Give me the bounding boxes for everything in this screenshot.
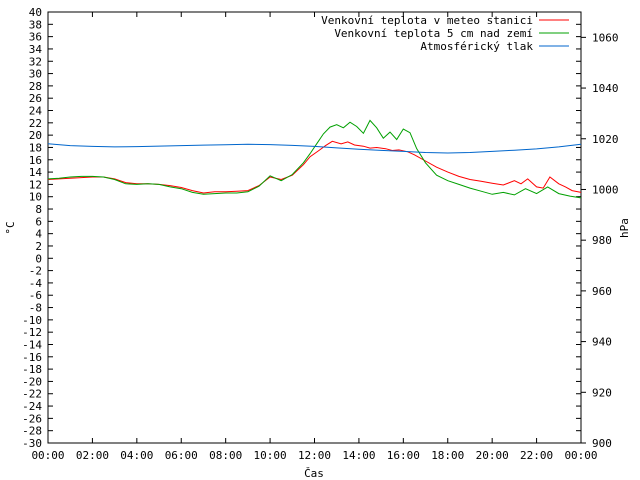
y-tick-label: -14 [22,338,42,351]
y-tick-label: -24 [22,400,42,413]
plot-frame [47,11,582,444]
y-tick-label: 34 [29,43,43,56]
y-tick-label: 36 [29,31,42,44]
y-tick-label: 0 [35,252,42,265]
legend-label-1: Venkovní teplota v meteo stanici [321,14,533,27]
y2-tick-label: 1040 [592,82,619,95]
y-tick-label: -10 [22,314,42,327]
y-tick-label: -30 [22,437,42,450]
y-tick-label: 18 [29,141,42,154]
y2-tick-label: 920 [592,386,612,399]
y-tick-label: 30 [29,68,42,81]
y-tick-label: -4 [29,277,43,290]
y-tick-label: 40 [29,6,42,19]
y-tick-label: -6 [29,289,42,302]
y-tick-label: 2 [35,240,42,253]
x-tick-label: 18:00 [431,449,464,462]
x-tick-label: 00:00 [31,449,64,462]
y-tick-label: 24 [29,105,43,118]
y-tick-label: 20 [29,129,42,142]
y-tick-label: 12 [29,178,42,191]
y-tick-label: -2 [29,265,42,278]
legend-label-3: Atmosférický tlak [420,40,533,53]
y-tick-label: -12 [22,326,42,339]
x-tick-label: 20:00 [476,449,509,462]
y-tick-label: -26 [22,412,42,425]
y-tick-label: -22 [22,388,42,401]
y2-tick-label: 900 [592,437,612,450]
y2-tick-label: 980 [592,234,612,247]
y2-tick-label: 1020 [592,133,619,146]
x-tick-label: 12:00 [298,449,331,462]
y-tick-label: 28 [29,80,42,93]
y-tick-label: 22 [29,117,42,130]
y-tick-label: 38 [29,18,42,31]
y2-tick-label: 940 [592,336,612,349]
left-axis-ticks: -30-28-26-24-22-20-18-16-14-12-10-8-6-4-… [22,6,581,450]
right-axis-ticks: 900 920 940 960 980 1000 1020 1040 1060 [581,31,619,450]
x-tick-label: 04:00 [120,449,153,462]
y-tick-label: -18 [22,363,42,376]
x-tick-label: 06:00 [165,449,198,462]
x-tick-label: 16:00 [387,449,420,462]
y-tick-label: -28 [22,425,42,438]
y2-axis-title: hPa [618,218,631,238]
series-line-3 [47,143,582,154]
x-tick-label: 02:00 [76,449,109,462]
x-axis-title: Čas [304,467,324,480]
y2-tick-label: 1060 [592,31,619,44]
y-tick-label: 26 [29,92,42,105]
x-tick-label: 10:00 [254,449,287,462]
x-axis-ticks: 00:00 02:00 04:00 06:00 08:00 10:00 12:00 14:00… [31,12,598,462]
x-tick-label: 22:00 [520,449,553,462]
x-tick-label: 08:00 [209,449,242,462]
y-tick-label: 4 [35,228,42,241]
x-tick-label: 14:00 [342,449,375,462]
y2-tick-label: 1000 [592,183,619,196]
legend-label-2: Venkovní teplota 5 cm nad zemí [334,27,533,40]
y-axis-title: °C [4,221,17,234]
y-tick-label: -16 [22,351,42,364]
y-tick-label: 6 [35,215,42,228]
series-line-2 [47,119,582,199]
y2-tick-label: 960 [592,285,612,298]
y-tick-label: 32 [29,55,42,68]
series-lines [47,119,582,199]
y-tick-label: 16 [29,154,42,167]
series-line-1 [47,140,582,194]
y-tick-label: -20 [22,375,42,388]
y-tick-label: 10 [29,191,42,204]
y-tick-label: -8 [29,302,42,315]
y-tick-label: 14 [29,166,43,179]
y-tick-label: 8 [35,203,42,216]
legend: Venkovní teplota v meteo staniciVenkovní… [321,14,569,53]
x-tick-label: 00:00 [564,449,597,462]
